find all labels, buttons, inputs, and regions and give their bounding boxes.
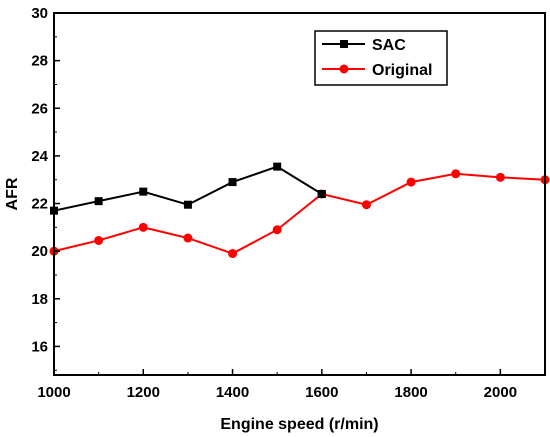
data-point-original bbox=[228, 249, 238, 259]
y-tick-label: 18 bbox=[31, 291, 48, 308]
data-point-original bbox=[451, 169, 461, 179]
x-axis: 1000 1200 1400 1600 1800 2000 bbox=[37, 369, 517, 401]
x-tick-label: 1800 bbox=[394, 384, 427, 401]
data-point-sac bbox=[273, 162, 282, 171]
legend-marker-original bbox=[339, 64, 349, 74]
x-tick-label: 1200 bbox=[127, 384, 160, 401]
legend-marker-sac bbox=[340, 40, 348, 48]
data-point-sac bbox=[94, 197, 103, 206]
data-point-original bbox=[272, 225, 282, 235]
data-point-original bbox=[495, 172, 505, 182]
legend-entry-sac: SAC bbox=[322, 37, 406, 54]
y-axis-title: AFR bbox=[4, 177, 21, 210]
y-tick-label: 30 bbox=[31, 5, 48, 22]
data-point-original bbox=[94, 235, 104, 245]
data-point-original bbox=[183, 233, 193, 243]
x-axis-title: Engine speed (r/min) bbox=[220, 416, 378, 433]
plot-frame bbox=[53, 12, 546, 376]
axes: 1000 1200 1400 1600 1800 2000 16 18 20 22 24 26 28 3… bbox=[4, 5, 546, 433]
x-tick-label: 2000 bbox=[484, 384, 517, 401]
series-line-original bbox=[53, 172, 546, 255]
x-tick-label: 1400 bbox=[216, 384, 249, 401]
data-point-original bbox=[406, 177, 416, 187]
y-axis: 16 18 20 22 24 26 28 30 bbox=[31, 5, 60, 371]
series-original bbox=[49, 169, 550, 259]
y-tick-label: 28 bbox=[31, 53, 48, 70]
data-point-sac bbox=[317, 190, 326, 198]
data-point-sac bbox=[183, 200, 192, 209]
data-point-sac bbox=[139, 187, 148, 196]
series-sac bbox=[50, 162, 326, 215]
data-point-original bbox=[361, 200, 371, 210]
y-tick-label: 16 bbox=[31, 338, 48, 355]
data-point-original bbox=[138, 222, 148, 232]
legend-label-original: Original bbox=[372, 62, 432, 79]
legend-box bbox=[314, 30, 448, 86]
y-tick-label: 24 bbox=[31, 148, 48, 165]
legend-label-sac: SAC bbox=[372, 37, 406, 54]
y-tick-label: 20 bbox=[31, 243, 48, 260]
legend: SAC Original bbox=[314, 30, 448, 86]
legend-entry-original: Original bbox=[322, 62, 432, 79]
x-tick-label: 1000 bbox=[37, 384, 70, 401]
data-point-sac bbox=[228, 178, 237, 187]
y-tick-label: 26 bbox=[31, 100, 48, 117]
plot-area bbox=[49, 162, 550, 259]
y-tick-label: 22 bbox=[31, 196, 48, 213]
x-tick-label: 1600 bbox=[305, 384, 338, 401]
